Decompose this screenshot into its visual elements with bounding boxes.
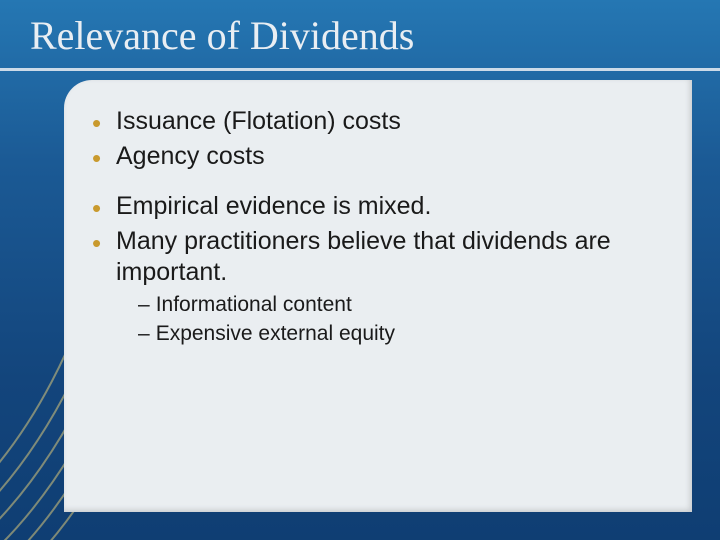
bullet-item: • Empirical evidence is mixed.	[92, 191, 674, 222]
bullet-text: Agency costs	[116, 141, 674, 172]
bullet-group: • Empirical evidence is mixed. • Many pr…	[92, 191, 674, 347]
dash-icon: –	[138, 293, 150, 316]
bullet-icon: •	[92, 145, 102, 171]
sub-text: Informational content	[156, 293, 352, 316]
bullet-text: Many practitioners believe that dividend…	[116, 226, 674, 289]
bullet-list: • Issuance (Flotation) costs • Agency co…	[64, 80, 692, 347]
bullet-item: • Many practitioners believe that divide…	[92, 226, 674, 289]
bullet-icon: •	[92, 230, 102, 256]
title-underline	[0, 68, 720, 71]
sub-item: –Expensive external equity	[138, 321, 674, 347]
bullet-icon: •	[92, 110, 102, 136]
dash-icon: –	[138, 322, 150, 345]
slide-title: Relevance of Dividends	[30, 12, 414, 59]
bullet-text: Empirical evidence is mixed.	[116, 191, 674, 222]
bullet-group: • Issuance (Flotation) costs • Agency co…	[92, 106, 674, 173]
bullet-icon: •	[92, 195, 102, 221]
bullet-item: • Agency costs	[92, 141, 674, 172]
sub-text: Expensive external equity	[156, 322, 395, 345]
content-panel: • Issuance (Flotation) costs • Agency co…	[64, 80, 692, 512]
bullet-text: Issuance (Flotation) costs	[116, 106, 674, 137]
slide: Relevance of Dividends • Issuance (Flota…	[0, 0, 720, 540]
sub-list: –Informational content –Expensive extern…	[138, 292, 674, 347]
sub-item: –Informational content	[138, 292, 674, 318]
bullet-item: • Issuance (Flotation) costs	[92, 106, 674, 137]
